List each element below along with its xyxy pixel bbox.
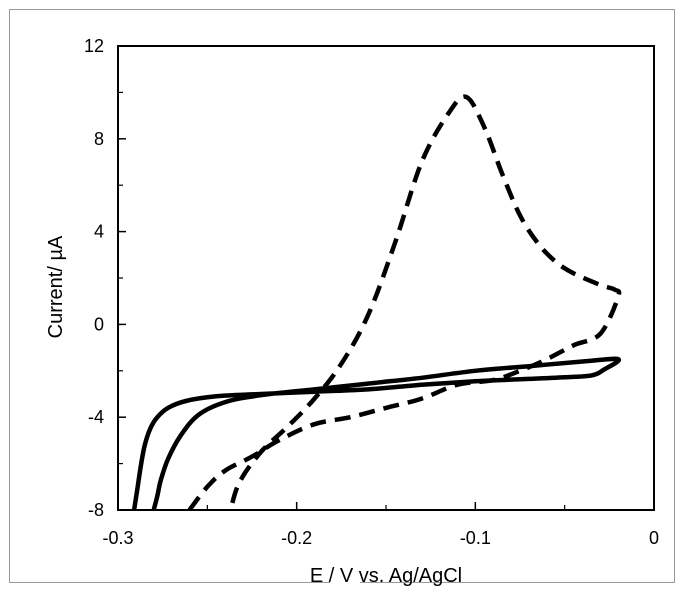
y-tick-label: 4	[94, 222, 104, 242]
y-tick-label: 8	[94, 129, 104, 149]
x-tick-label: -0.1	[460, 528, 491, 548]
plot-area-frame	[117, 45, 655, 511]
x-axis-title: E / V vs. Ag/AgCl	[310, 565, 462, 587]
y-tick-label: 12	[84, 36, 104, 56]
y-tick-label: -4	[88, 407, 104, 427]
y-tick-label: -8	[88, 500, 104, 520]
y-axis-title: Current/ µA	[45, 235, 67, 338]
series-solid-line	[131, 356, 622, 510]
series-dashed-line	[187, 94, 622, 510]
series-layer	[131, 94, 622, 510]
x-tick-label: -0.3	[102, 528, 133, 548]
tick-layer: -0.3 -0.2 -0.1 0 -8 -4 0 4 8 12	[84, 36, 659, 548]
x-tick-label: -0.2	[281, 528, 312, 548]
y-tick-label: 0	[94, 314, 104, 334]
border-gap	[330, 573, 360, 590]
x-tick-label: 0	[649, 528, 659, 548]
